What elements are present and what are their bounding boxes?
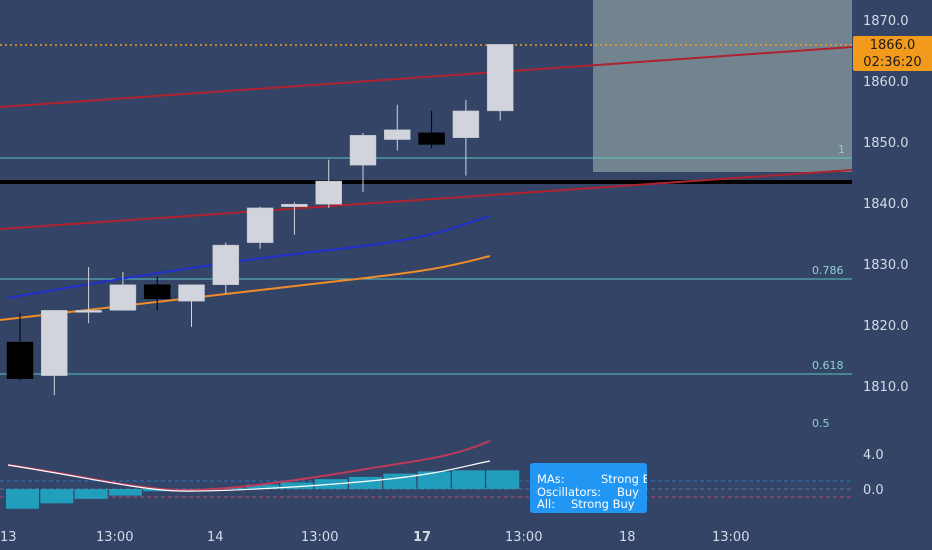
- candle-body: [143, 284, 171, 300]
- osc-histogram-bar: [451, 470, 485, 489]
- y-axis-tick-label: 1850.0: [863, 136, 909, 151]
- x-axis-tick-label: 18: [619, 530, 636, 545]
- osc-white-line: [7, 460, 491, 492]
- osc-histogram-bar: [246, 484, 280, 489]
- tech-value-oscillators: Buy: [617, 484, 639, 499]
- osc-histogram-bar: [417, 471, 451, 489]
- candle-body: [315, 180, 342, 205]
- y-axis-tick-label: 1810.0: [863, 380, 909, 395]
- candle-body: [109, 284, 137, 311]
- candle-body: [41, 310, 68, 376]
- countdown-tag: 02:36:20: [853, 54, 932, 71]
- tech-value-all: Strong Buy: [571, 497, 635, 511]
- candle-body: [452, 110, 480, 138]
- candle-body: [349, 135, 377, 166]
- technical-rating-tooltip: MAs: Strong Buy Oscillators: Buy All: Stron…: [530, 463, 647, 513]
- osc-histogram-bar: [349, 476, 382, 489]
- x-axis-tick-label: 13:00: [505, 530, 542, 545]
- candle-body: [384, 129, 411, 140]
- tech-label-all: All:: [537, 497, 556, 511]
- target-zone-box: [593, 0, 852, 172]
- y-axis-tick-label: 1830.0: [863, 258, 909, 273]
- fib-level-label: 0.786: [812, 264, 844, 277]
- osc-histogram-bar: [74, 489, 108, 499]
- candle-body: [212, 244, 240, 285]
- candle-body: [6, 341, 34, 379]
- candle-body: [75, 310, 102, 313]
- tech-row-oscillators: Oscillators: Buy: [537, 484, 647, 499]
- osc-axis-tick-label: 0.0: [863, 483, 884, 498]
- tech-label-oscillators: Oscillators:: [537, 484, 602, 499]
- channel-lower-line: [0, 169, 853, 230]
- moving-average-orange: [0, 255, 491, 321]
- x-axis-tick-label: 13:00: [712, 530, 749, 545]
- osc-histogram-bar: [6, 489, 39, 509]
- osc-histogram-bar: [108, 489, 142, 496]
- candle-body: [418, 132, 445, 145]
- y-axis-tick-label: 1870.0: [863, 14, 909, 29]
- candle-body: [281, 203, 308, 207]
- tech-value-mas: Strong Buy: [601, 472, 647, 486]
- fib-level-label: 0.618: [812, 359, 844, 372]
- x-axis-tick-label: 17: [413, 530, 431, 545]
- x-axis-tick-label: 13:00: [301, 530, 338, 545]
- x-axis-tick-label: 13: [0, 530, 17, 545]
- y-axis-tick-label: 1860.0: [863, 75, 909, 90]
- osc-histogram-bar: [383, 473, 417, 489]
- moving-average-blue: [7, 215, 491, 299]
- y-axis-tick-label: 1820.0: [863, 319, 909, 334]
- x-axis-tick-label: 14: [207, 530, 224, 545]
- y-axis-tick-label: 1840.0: [863, 197, 909, 212]
- osc-axis-tick-label: 4.0: [863, 448, 884, 463]
- x-axis-tick-label: 13:00: [96, 530, 133, 545]
- channel-upper-line: [0, 46, 853, 108]
- candle-body: [178, 284, 205, 302]
- tech-row-all: All: Strong Buy: [537, 498, 647, 511]
- candle-body: [486, 44, 514, 112]
- candle-body: [246, 207, 274, 243]
- osc-histogram-bar: [280, 482, 314, 489]
- osc-histogram-bar: [486, 470, 520, 489]
- tech-row-mas: MAs: Strong Buy: [537, 473, 647, 486]
- tech-label-mas: MAs:: [537, 472, 565, 486]
- fib-level-label: 1: [838, 143, 845, 156]
- last-price-tag: 1866.0: [853, 36, 932, 55]
- fib-level-label: 0.5: [812, 417, 830, 430]
- osc-histogram-bar: [40, 489, 74, 504]
